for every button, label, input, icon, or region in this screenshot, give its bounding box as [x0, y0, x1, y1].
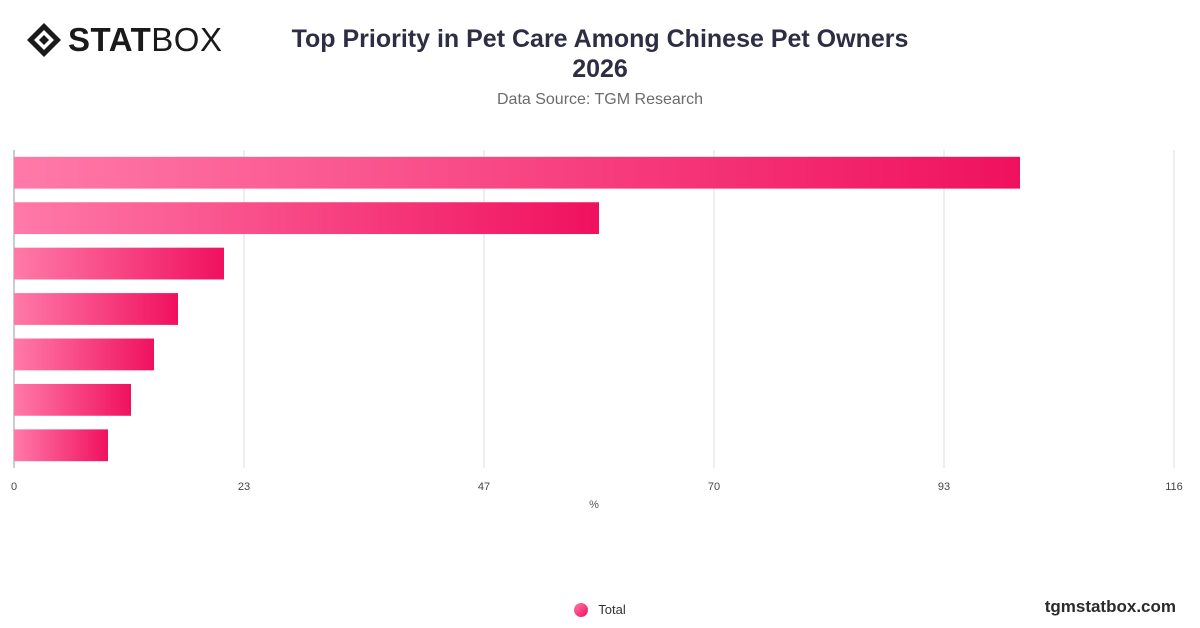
x-tick-label: 70 — [708, 481, 720, 493]
logo-wordmark-light: BOX — [151, 21, 223, 58]
bar-5[interactable] — [14, 338, 154, 371]
bar-2[interactable] — [14, 202, 599, 235]
statbox-diamond-icon — [27, 23, 61, 57]
chart-title-line2: 2026 — [572, 55, 628, 83]
chart-title-line1: Top Priority in Pet Care Among Chinese P… — [291, 25, 909, 53]
bar-7[interactable] — [14, 429, 108, 462]
x-tick-label: 93 — [938, 481, 950, 493]
x-tick-label: 0 — [11, 481, 17, 493]
chart-legend[interactable]: Total — [0, 602, 1200, 617]
bar-6[interactable] — [14, 383, 131, 416]
logo-wordmark: STATBOX — [68, 22, 222, 58]
bar-1[interactable] — [14, 156, 1020, 189]
x-axis-label: % — [589, 499, 599, 511]
bar-4[interactable] — [14, 293, 178, 325]
x-tick-label: 47 — [478, 481, 490, 493]
legend-label-total: Total — [598, 602, 626, 617]
statbox-logo: STATBOX — [26, 22, 222, 58]
chart-subtitle: Data Source: TGM Research — [496, 91, 703, 108]
legend-marker-icon — [574, 602, 589, 617]
x-tick-label: 23 — [238, 481, 250, 493]
bar-3[interactable] — [14, 247, 224, 280]
chart-title: Top Priority in Pet Care Among Chinese P… — [0, 24, 1200, 84]
brand-footer: tgmstatbox.com — [1044, 597, 1176, 616]
bar-chart: 0 23 47 70 93 116 % — [11, 150, 1183, 511]
logo-wordmark-bold: STAT — [68, 21, 152, 58]
x-tick-label: 116 — [1165, 481, 1183, 493]
